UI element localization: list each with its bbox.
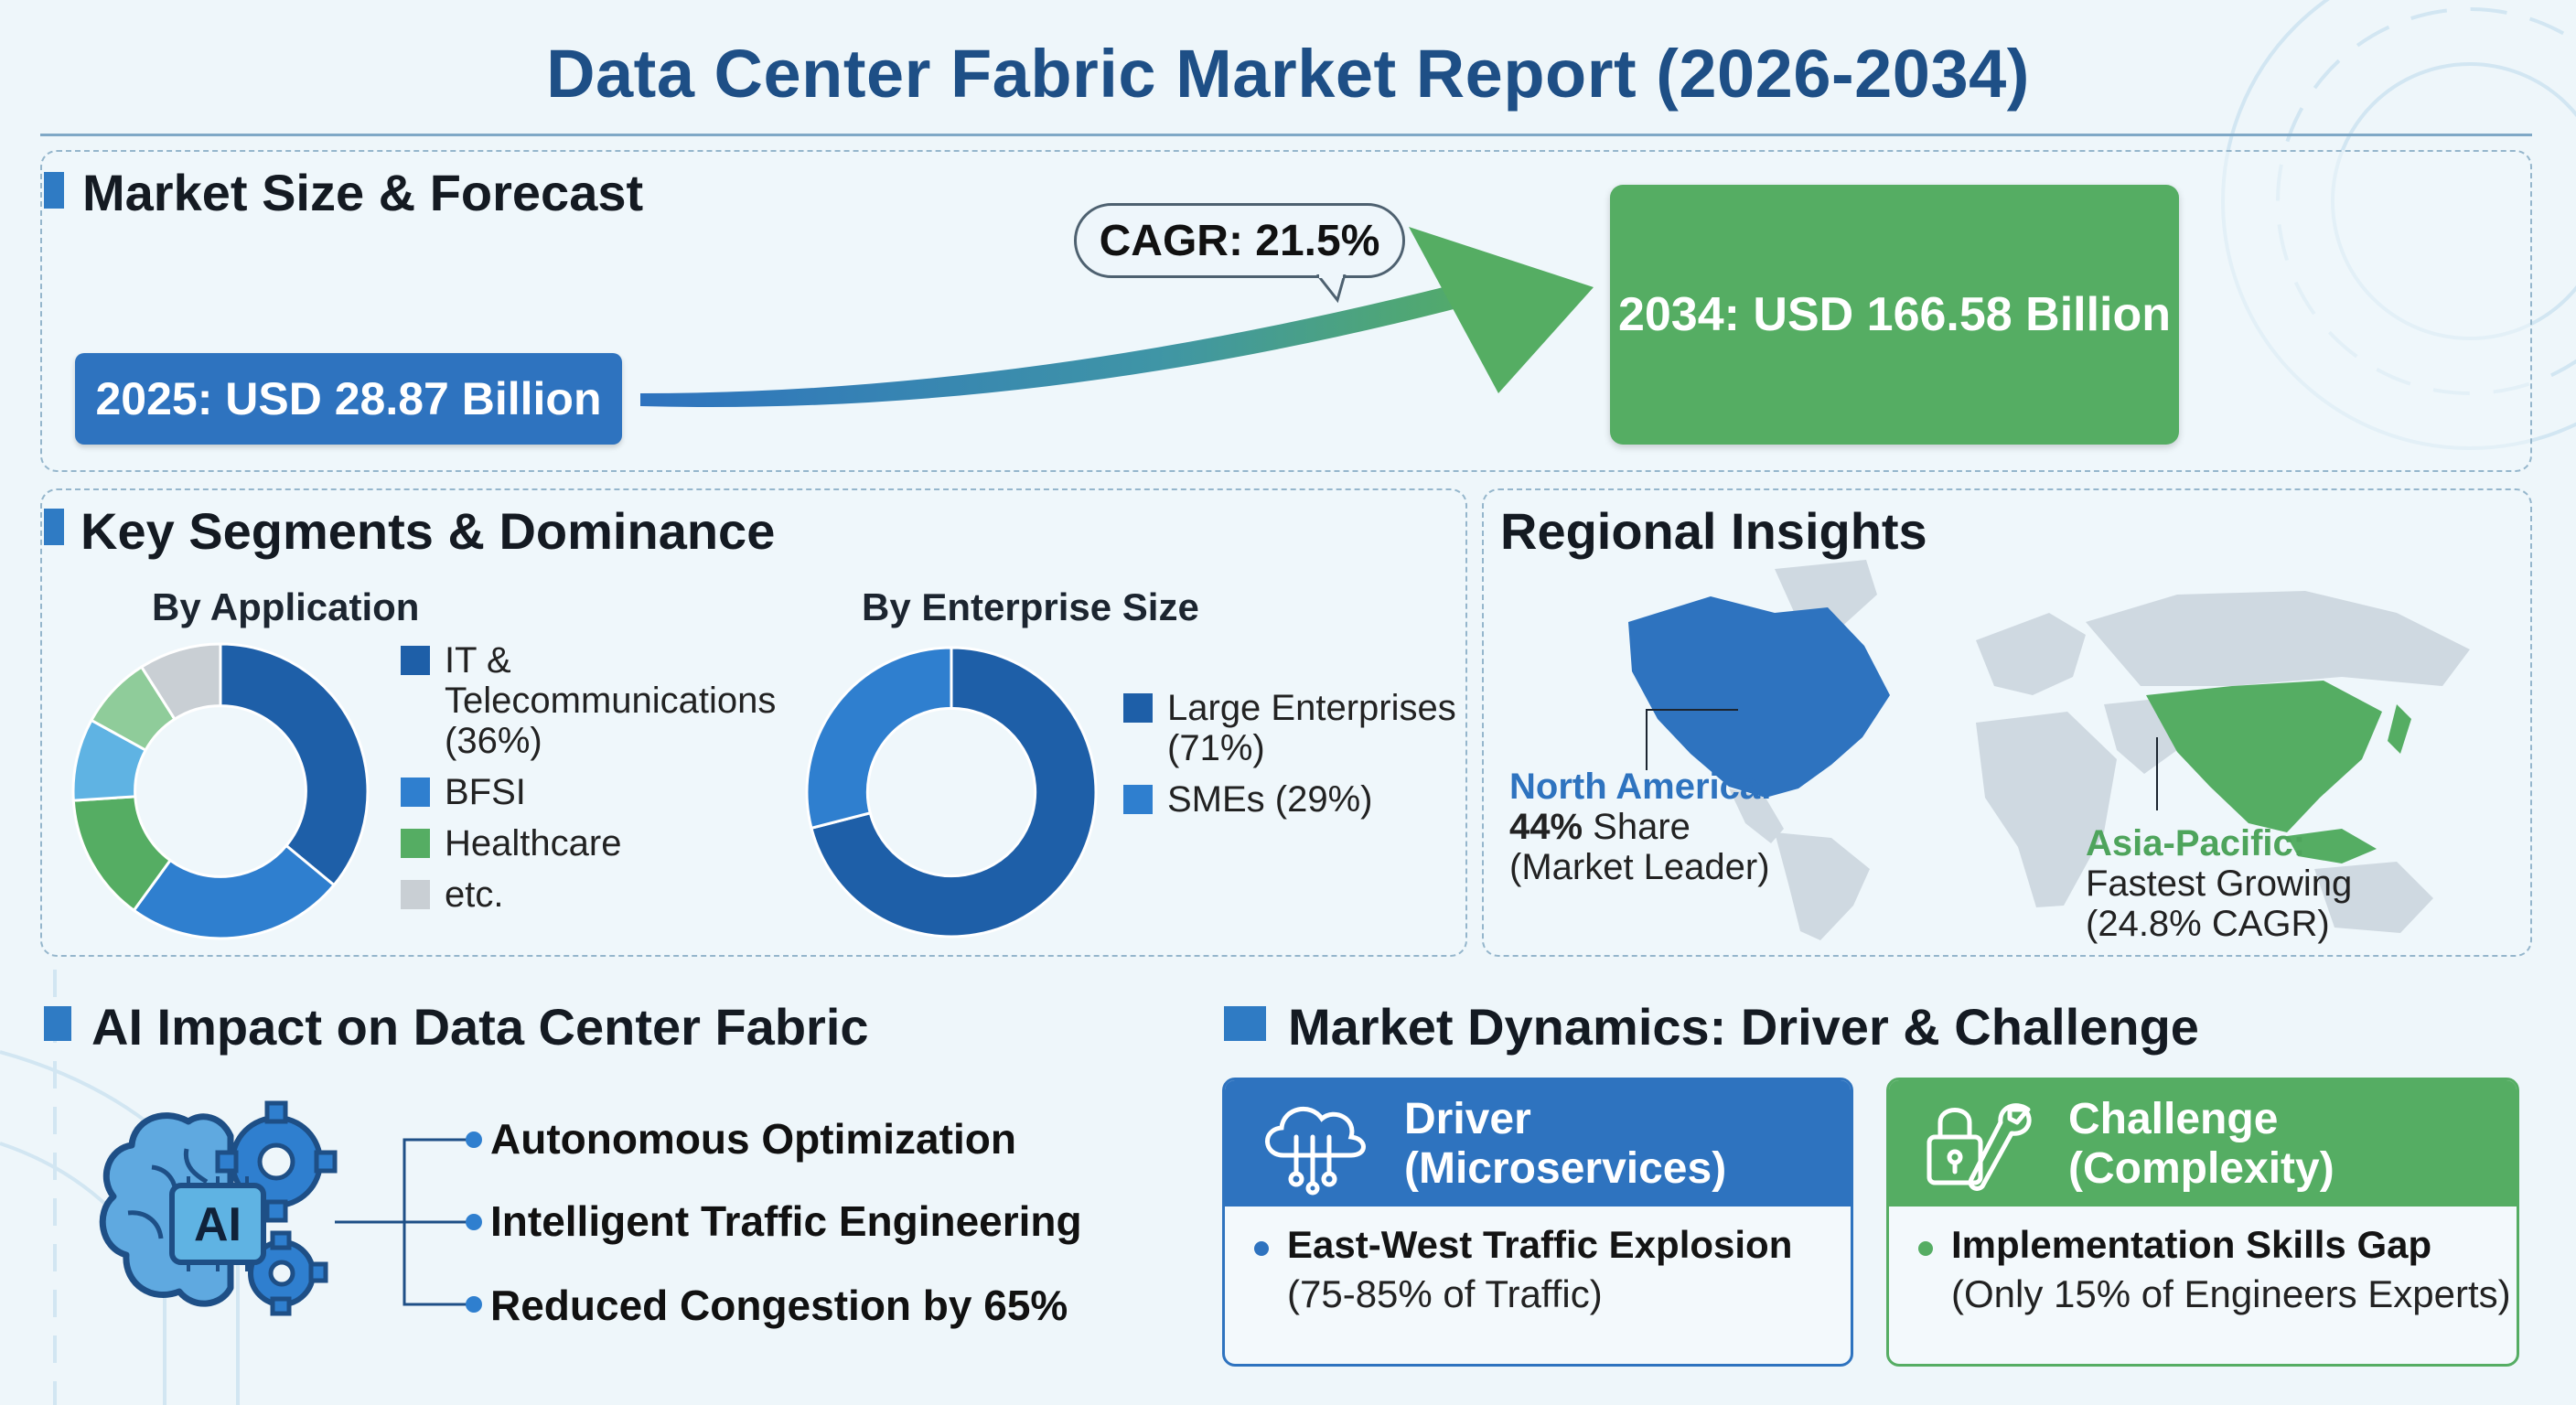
japan-shape bbox=[2388, 704, 2411, 754]
north-america-label: North America: 44% Share (Market Leader) bbox=[1509, 767, 1772, 887]
driver-bullet bbox=[1254, 1241, 1269, 1256]
value-2034-box: 2034: USD 166.58 Billion bbox=[1610, 185, 2179, 445]
driver-point: East-West Traffic Explosion bbox=[1287, 1223, 1793, 1266]
donut-slice-etc- bbox=[139, 642, 222, 722]
africa-shape bbox=[1976, 712, 2117, 907]
application-legend: IT & Telecommunications (36%) BFSI Healthc… bbox=[401, 640, 785, 926]
lock-wrench-icon bbox=[1927, 1103, 2032, 1191]
title-divider bbox=[40, 134, 2532, 136]
challenge-title-line1: Challenge bbox=[2068, 1095, 2279, 1143]
asia-pacific-name: Asia-Pacific: bbox=[2086, 823, 2306, 863]
page-title: Data Center Fabric Market Report (2026-2… bbox=[546, 36, 2030, 112]
application-donut-chart bbox=[71, 642, 370, 940]
legend-label: IT & Telecommunications (36%) bbox=[445, 640, 777, 761]
legend-swatch bbox=[401, 880, 430, 909]
driver-card: Driver (Microservices) East-West Traffic… bbox=[1222, 1078, 1853, 1367]
challenge-card: Challenge (Complexity) Implementation Sk… bbox=[1886, 1078, 2519, 1367]
europe-shape bbox=[1976, 613, 2086, 695]
legend-label: Large Enterprises (71%) bbox=[1167, 688, 1456, 768]
donut-slice-large-enterprises bbox=[810, 646, 1098, 938]
enterprise-legend: Large Enterprises (71%) SMEs (29%) bbox=[1123, 688, 1462, 831]
dynamics-heading: Market Dynamics: Driver & Challenge bbox=[1288, 998, 2199, 1056]
australia-shape bbox=[2314, 862, 2433, 933]
segments-heading: Key Segments & Dominance bbox=[80, 502, 776, 560]
legend-label: Healthcare bbox=[445, 823, 622, 863]
legend-item: SMEs (29%) bbox=[1123, 779, 1462, 820]
north-america-shape bbox=[1628, 596, 1890, 798]
donut-slice-it-telecommunications bbox=[219, 642, 370, 887]
asia-pacific-growth: Fastest Growing bbox=[2086, 863, 2353, 904]
challenge-point: Implementation Skills Gap bbox=[1951, 1223, 2432, 1266]
ai-brain-gears-icon: AI bbox=[99, 1100, 338, 1316]
north-america-share-value: 44% bbox=[1509, 807, 1583, 847]
legend-swatch bbox=[1123, 693, 1153, 723]
asia-pacific-cagr: (24.8% CAGR) bbox=[2086, 904, 2330, 944]
legend-item: IT & Telecommunications (36%) bbox=[401, 640, 785, 761]
legend-label: etc. bbox=[445, 874, 504, 915]
legend-item: BFSI bbox=[401, 772, 785, 812]
challenge-card-header bbox=[1889, 1080, 2517, 1207]
cagr-callout: CAGR: 21.5% bbox=[1074, 203, 1405, 278]
value-2025-box: 2025: USD 28.87 Billion bbox=[75, 353, 622, 445]
world-map bbox=[1628, 560, 2470, 940]
north-asia-shape bbox=[2086, 591, 2470, 686]
legend-swatch bbox=[401, 829, 430, 858]
ai-impact-heading: AI Impact on Data Center Fabric bbox=[91, 998, 869, 1056]
challenge-title: Challenge (Complexity) bbox=[2068, 1095, 2334, 1194]
driver-title-line2: (Microservices) bbox=[1404, 1144, 1727, 1193]
challenge-bullet bbox=[1918, 1241, 1933, 1256]
north-america-note: (Market Leader) bbox=[1509, 847, 1770, 887]
legend-swatch bbox=[1123, 785, 1153, 814]
south-america-shape bbox=[1775, 832, 1870, 940]
ai-chip-label: AI bbox=[194, 1198, 242, 1251]
legend-swatch bbox=[401, 646, 430, 675]
ai-connector-lines bbox=[335, 1132, 482, 1313]
market-size-heading: Market Size & Forecast bbox=[82, 164, 644, 221]
ai-impact-item: Intelligent Traffic Engineering bbox=[490, 1197, 1082, 1245]
donut-slice-bfsi bbox=[132, 843, 337, 940]
legend-item: etc. bbox=[401, 874, 785, 915]
north-america-share-text: Share bbox=[1583, 807, 1690, 847]
legend-item: Healthcare bbox=[401, 823, 785, 863]
driver-title-line1: Driver bbox=[1404, 1095, 1531, 1143]
challenge-title-line2: (Complexity) bbox=[2068, 1144, 2334, 1193]
legend-label: BFSI bbox=[445, 772, 526, 812]
asia-pacific-shape bbox=[2146, 681, 2382, 832]
enterprise-donut-chart bbox=[805, 646, 1098, 938]
cloud-network-icon bbox=[1265, 1107, 1366, 1196]
north-america-name: North America: bbox=[1509, 767, 1773, 807]
asia-pacific-label: Asia-Pacific: Fastest Growing (24.8% CAG… bbox=[2086, 823, 2352, 944]
legend-swatch bbox=[401, 778, 430, 807]
by-application-title: By Application bbox=[152, 585, 420, 628]
driver-title: Driver (Microservices) bbox=[1404, 1095, 1726, 1194]
southeast-asia-islands bbox=[2287, 829, 2377, 863]
challenge-detail: (Only 15% of Engineers Experts) bbox=[1951, 1272, 2511, 1315]
section-marker bbox=[1224, 1006, 1266, 1041]
by-enterprise-title: By Enterprise Size bbox=[862, 585, 1199, 628]
cagr-callout-tail bbox=[1315, 274, 1347, 304]
central-america-shape bbox=[1729, 788, 1784, 843]
section-marker bbox=[44, 509, 64, 545]
ai-impact-item: Reduced Congestion by 65% bbox=[490, 1282, 1068, 1329]
growth-arrow bbox=[640, 227, 1594, 408]
legend-label: SMEs (29%) bbox=[1167, 779, 1373, 820]
section-marker bbox=[44, 1006, 71, 1041]
north-america-leader bbox=[1646, 709, 1738, 770]
donut-slice-smes bbox=[805, 646, 953, 831]
section-marker bbox=[44, 172, 64, 209]
driver-detail: (75-85% of Traffic) bbox=[1287, 1272, 1603, 1315]
ai-impact-item: Autonomous Optimization bbox=[490, 1115, 1016, 1163]
legend-item: Large Enterprises (71%) bbox=[1123, 688, 1462, 768]
regional-heading: Regional Insights bbox=[1500, 502, 1927, 560]
